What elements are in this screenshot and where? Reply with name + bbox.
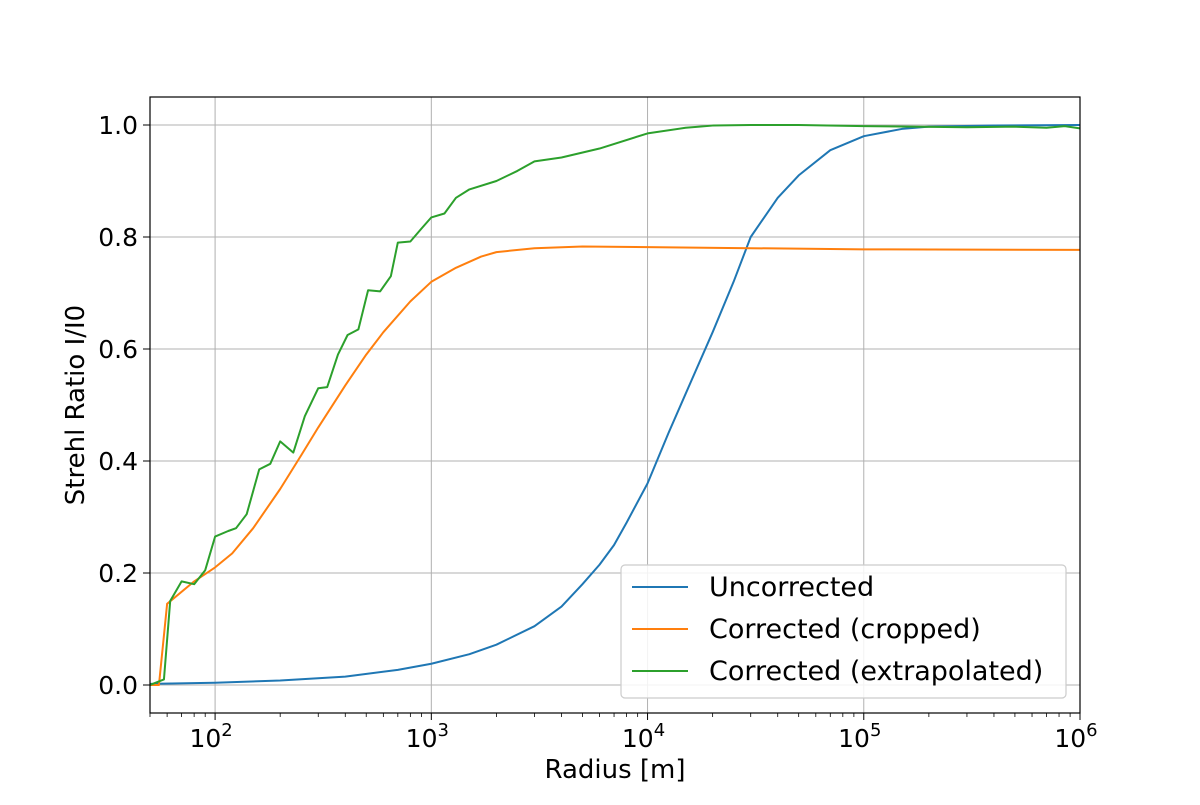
y-tick-label: 0.8	[98, 223, 138, 252]
x-tick-exponent: 5	[870, 720, 881, 741]
y-tick-label: 0.4	[98, 447, 138, 476]
x-tick-base: 10	[838, 724, 870, 753]
y-tick-label: 0.0	[98, 671, 138, 700]
series-line-2	[150, 245, 1080, 686]
x-tick-label: 102	[189, 720, 232, 753]
series-lines	[150, 124, 1080, 686]
x-tick-base: 10	[1054, 724, 1086, 753]
x-tick-exponent: 6	[1086, 720, 1097, 741]
legend: Uncorrected Corrected (cropped) Corrected …	[620, 564, 1067, 699]
series-line-1	[150, 124, 1080, 685]
y-tick-label: 0.2	[98, 559, 138, 588]
x-axis-label: Radius [m]	[544, 755, 685, 785]
x-tick-label: 103	[406, 720, 449, 753]
x-tick-base: 10	[189, 724, 221, 753]
x-tick-exponent: 3	[437, 720, 448, 741]
plot-frame	[149, 96, 1081, 714]
legend-label: Corrected (cropped)	[709, 614, 981, 645]
legend-label: Uncorrected	[709, 572, 874, 603]
x-tick-base: 10	[406, 724, 438, 753]
legend-label: Corrected (extrapolated)	[709, 656, 1043, 687]
grid	[150, 97, 1081, 713]
series-line-3	[150, 124, 1080, 686]
x-tick-label: 105	[838, 720, 881, 753]
x-tick-label: 104	[622, 720, 665, 753]
y-axis-label: Strehl Ratio I/I0	[61, 305, 91, 505]
legend-box	[620, 564, 1067, 699]
x-tick-label: 106	[1054, 720, 1097, 753]
y-tick-label: 0.6	[98, 335, 138, 364]
x-tick-exponent: 2	[221, 720, 232, 741]
y-tick-label: 1.0	[98, 111, 138, 140]
x-tick-base: 10	[622, 724, 654, 753]
x-tick-exponent: 4	[654, 720, 665, 741]
